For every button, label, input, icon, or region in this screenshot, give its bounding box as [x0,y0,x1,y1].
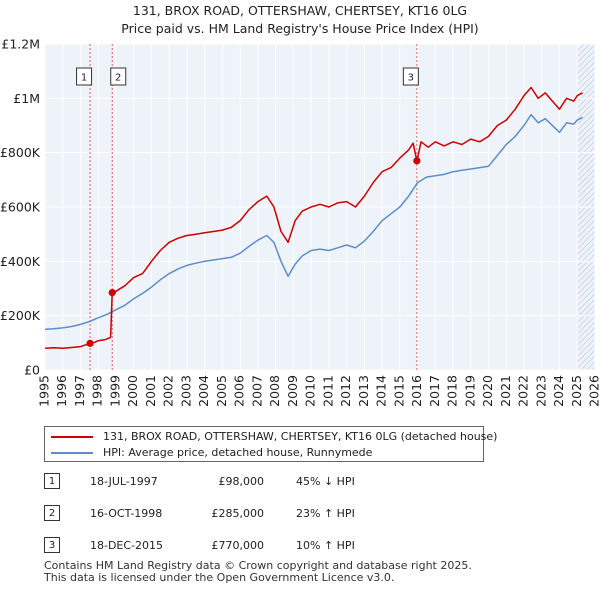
x-tick-label: 2010 [303,375,318,407]
transaction-marker: 2 [44,505,60,521]
table-row: 1 18-JUL-1997 £98,000 45% ↓ HPI [44,473,404,491]
transaction-hpi: 10% ↑ HPI [296,539,355,552]
y-tick-label: £800K [0,145,41,160]
transaction-marker: 1 [44,473,60,489]
transaction-price: £98,000 [218,475,265,488]
x-tick-label: 2001 [143,375,158,407]
chart-title: 131, BROX ROAD, OTTERSHAW, CHERTSEY, KT1… [133,3,467,18]
hpi-series-line [45,113,583,331]
x-tick-label: 2022 [516,375,531,407]
price-chart: 131, BROX ROAD, OTTERSHAW, CHERTSEY, KT1… [0,3,600,407]
x-tick-label: 2012 [338,375,353,407]
legend-label-property: 131, BROX ROAD, OTTERSHAW, CHERTSEY, KT1… [103,430,498,443]
x-tick-label: 1999 [107,375,122,407]
transaction-marker: 3 [44,537,60,553]
x-tick-label: 2013 [356,375,371,407]
x-tick-label: 2009 [285,375,300,407]
sale-point-1 [86,339,94,347]
sale-point-3 [413,157,421,165]
x-tick-label: 2006 [232,375,247,407]
x-tick-label: 2008 [267,375,282,407]
y-tick-label: £1.2M [1,37,40,52]
legend-item-property: 131, BROX ROAD, OTTERSHAW, CHERTSEY, KT1… [51,429,497,445]
x-tick-label: 2025 [569,375,584,407]
x-tick-label: 2003 [178,375,193,407]
transaction-hpi: 23% ↑ HPI [296,507,355,520]
attribution-footer: Contains HM Land Registry data © Crown c… [44,560,472,584]
legend-line-property [51,436,93,438]
legend-label-hpi: HPI: Average price, detached house, Runn… [103,446,373,459]
x-tick-label: 2002 [161,375,176,407]
footer-line-1: Contains HM Land Registry data © Crown c… [44,559,472,572]
sale-marker-box-1 [76,67,93,86]
y-tick-label: £400K [0,254,41,269]
x-tick-label: 2011 [320,375,335,407]
sale-marker-label-3: 3 [408,73,414,84]
x-tick-label: 2026 [587,375,600,407]
y-tick-label: £0 [24,363,40,378]
chart-subtitle: Price paid vs. HM Land Registry's House … [121,21,478,36]
sale-marker-label-1: 1 [81,73,87,84]
transaction-date: 18-DEC-2015 [90,539,164,552]
sale-marker-label-2: 2 [115,73,121,84]
x-tick-label: 2019 [462,375,477,407]
x-tick-label: 2021 [498,375,513,407]
x-tick-label: 2023 [533,375,548,407]
sale-marker-box-3 [402,67,419,86]
legend-line-hpi [51,452,93,454]
x-tick-label: 2024 [551,375,566,407]
x-tick-label: 2018 [445,375,460,407]
sale-point-2 [108,288,116,297]
x-tick-label: 2017 [427,375,442,407]
y-tick-label: £1M [13,91,40,106]
legend-item-hpi: HPI: Average price, detached house, Runn… [51,445,372,461]
x-tick-label: 2004 [196,375,211,407]
x-tick-label: 2007 [249,375,264,407]
x-tick-label: 2014 [374,375,389,407]
legend: 131, BROX ROAD, OTTERSHAW, CHERTSEY, KT1… [44,426,497,462]
transaction-price: £285,000 [211,507,265,520]
transaction-date: 18-JUL-1997 [90,475,158,488]
x-tick-label: 2005 [214,375,229,407]
x-tick-label: 1998 [90,375,105,407]
y-tick-label: £200K [0,308,41,323]
x-tick-label: 2020 [480,375,495,407]
x-tick-label: 2016 [409,375,424,407]
transaction-date: 16-OCT-1998 [90,507,163,520]
table-row: 3 18-DEC-2015 £770,000 10% ↑ HPI [44,537,404,555]
transaction-hpi: 45% ↓ HPI [296,475,355,488]
x-tick-label: 1995 [37,375,52,407]
footer-line-2: This data is licensed under the Open Gov… [44,571,395,584]
table-row: 2 16-OCT-1998 £285,000 23% ↑ HPI [44,505,404,523]
x-tick-label: 2015 [391,375,406,407]
sale-marker-box-2 [110,67,127,86]
x-tick-label: 1997 [72,375,87,407]
x-tick-label: 1996 [54,375,69,407]
transaction-price: £770,000 [211,539,265,552]
y-tick-label: £600K [0,200,41,215]
x-tick-label: 2000 [125,375,140,407]
